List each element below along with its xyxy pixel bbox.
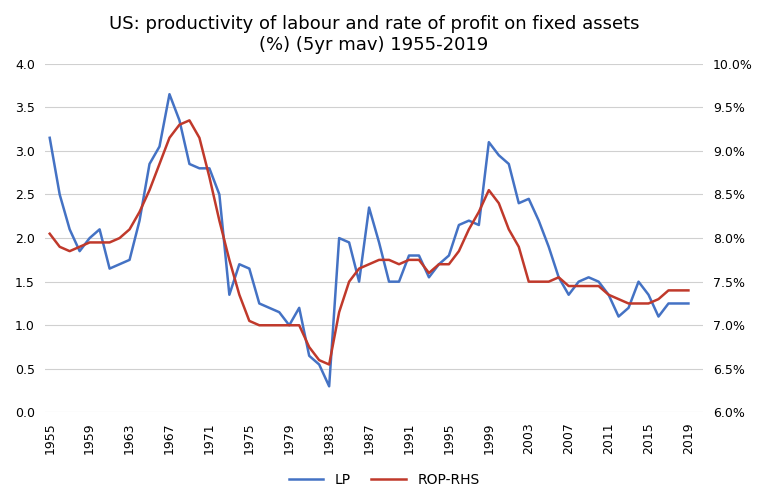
LP — [325, 383, 334, 389]
LP — [395, 278, 404, 284]
ROP-RHS — [335, 309, 344, 315]
ROP-RHS — [325, 361, 334, 367]
Legend: LP, ROP-RHS: LP, ROP-RHS — [283, 467, 485, 492]
Line: ROP-RHS: ROP-RHS — [50, 120, 688, 364]
ROP-RHS — [245, 318, 254, 324]
Title: US: productivity of labour and rate of profit on fixed assets
(%) (5yr mav) 1955: US: productivity of labour and rate of p… — [109, 15, 639, 54]
LP — [684, 300, 693, 306]
LP — [335, 235, 344, 241]
LP — [614, 313, 623, 319]
ROP-RHS — [395, 261, 404, 267]
ROP-RHS — [205, 174, 214, 180]
ROP-RHS — [185, 117, 194, 123]
LP — [664, 300, 673, 306]
ROP-RHS — [614, 296, 623, 302]
LP — [165, 91, 174, 97]
Line: LP: LP — [50, 94, 688, 386]
LP — [45, 135, 55, 141]
ROP-RHS — [45, 231, 55, 237]
LP — [205, 165, 214, 171]
ROP-RHS — [664, 287, 673, 293]
LP — [245, 265, 254, 271]
ROP-RHS — [684, 287, 693, 293]
